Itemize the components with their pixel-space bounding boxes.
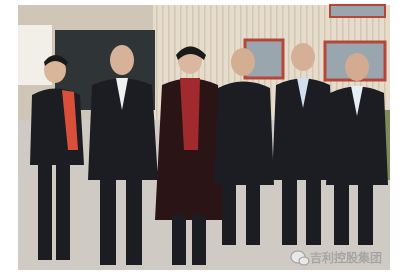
watermark-text: 吉利控股集团 [310,250,382,265]
photo: 吉利控股集团 [0,0,399,279]
wechat-icon [299,257,309,265]
window [330,5,385,17]
